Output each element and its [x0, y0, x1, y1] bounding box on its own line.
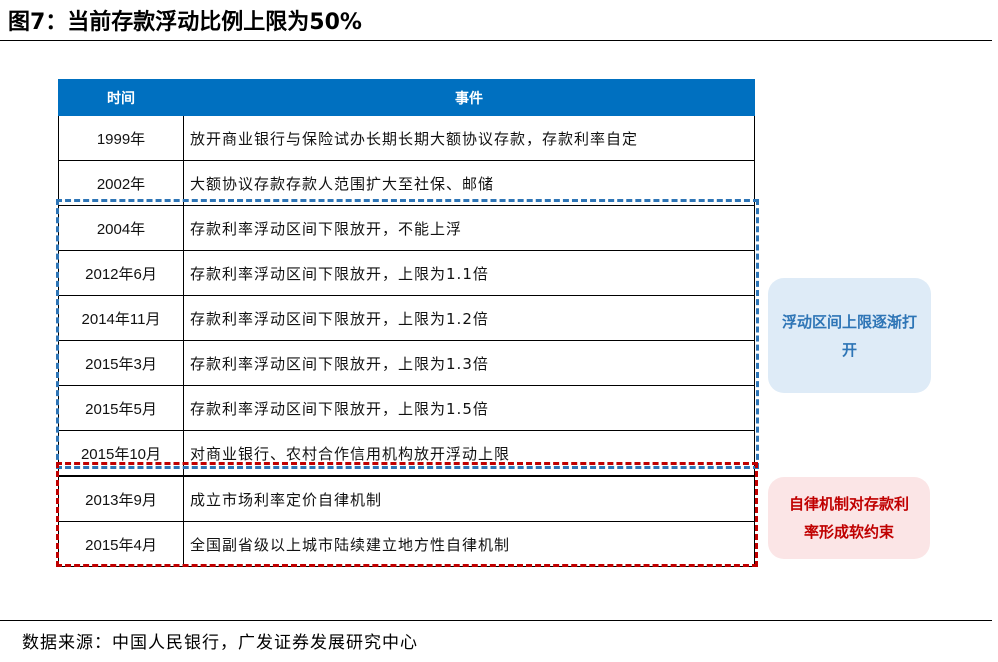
- table-row: 2013年9月 成立市场利率定价自律机制: [58, 475, 755, 522]
- time-cell: 1999年: [58, 115, 184, 161]
- self-discipline-highlight-box: [56, 462, 758, 567]
- event-cell: 存款利率浮动区间下限放开，上限为1.5倍: [183, 385, 755, 431]
- table-row: 2014年11月 存款利率浮动区间下限放开，上限为1.2倍: [58, 295, 755, 341]
- header-event: 事件: [183, 79, 755, 116]
- time-cell: 2013年9月: [58, 475, 184, 522]
- event-cell: 存款利率浮动区间下限放开，上限为1.2倍: [183, 295, 755, 341]
- time-cell: 2015年3月: [58, 340, 184, 386]
- source-note: 数据来源：中国人民银行，广发证券发展研究中心: [22, 633, 418, 653]
- events-table: 时间 事件 1999年 放开商业银行与保险试办长期长期大额协议存款，存款利率自定 …: [58, 79, 755, 567]
- event-cell: 放开商业银行与保险试办长期长期大额协议存款，存款利率自定: [183, 115, 755, 161]
- event-cell: 大额协议存款存款人范围扩大至社保、邮储: [183, 160, 755, 206]
- self-discipline-callout: 自律机制对存款利率形成软约束: [768, 477, 930, 559]
- float-range-callout: 浮动区间上限逐渐打开: [768, 278, 931, 393]
- table-row: 2015年3月 存款利率浮动区间下限放开，上限为1.3倍: [58, 340, 755, 386]
- time-cell: 2015年5月: [58, 385, 184, 431]
- time-cell: 2012年6月: [58, 250, 184, 296]
- table-row: 2012年6月 存款利率浮动区间下限放开，上限为1.1倍: [58, 250, 755, 296]
- table-row: 2004年 存款利率浮动区间下限放开，不能上浮: [58, 205, 755, 251]
- event-cell: 成立市场利率定价自律机制: [183, 475, 755, 522]
- table-header: 时间 事件: [58, 79, 755, 116]
- table-row: 2015年5月 存款利率浮动区间下限放开，上限为1.5倍: [58, 385, 755, 431]
- event-cell: 存款利率浮动区间下限放开，上限为1.1倍: [183, 250, 755, 296]
- table-row: 1999年 放开商业银行与保险试办长期长期大额协议存款，存款利率自定: [58, 115, 755, 161]
- float-range-highlight-box: [56, 199, 759, 469]
- source-divider: [0, 620, 992, 621]
- time-cell: 2004年: [58, 205, 184, 251]
- event-cell: 存款利率浮动区间下限放开，不能上浮: [183, 205, 755, 251]
- figure-title: 图7：当前存款浮动比例上限为50%: [8, 10, 362, 35]
- table-row: 2002年 大额协议存款存款人范围扩大至社保、邮储: [58, 160, 755, 206]
- event-cell: 存款利率浮动区间下限放开，上限为1.3倍: [183, 340, 755, 386]
- time-cell: 2014年11月: [58, 295, 184, 341]
- header-time: 时间: [58, 79, 184, 116]
- title-divider: [0, 40, 992, 41]
